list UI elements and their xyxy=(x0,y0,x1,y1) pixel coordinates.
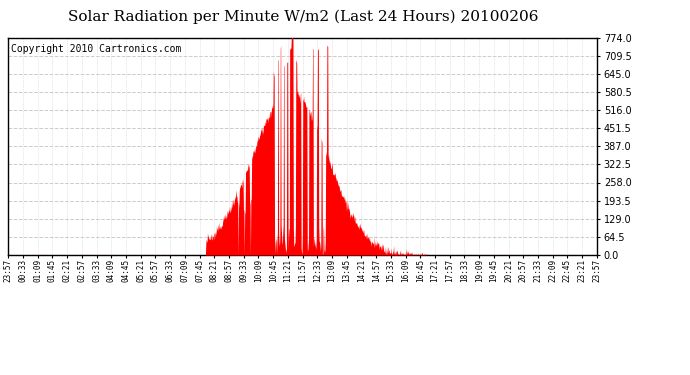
Text: Copyright 2010 Cartronics.com: Copyright 2010 Cartronics.com xyxy=(11,44,181,54)
Text: Solar Radiation per Minute W/m2 (Last 24 Hours) 20100206: Solar Radiation per Minute W/m2 (Last 24… xyxy=(68,9,539,24)
